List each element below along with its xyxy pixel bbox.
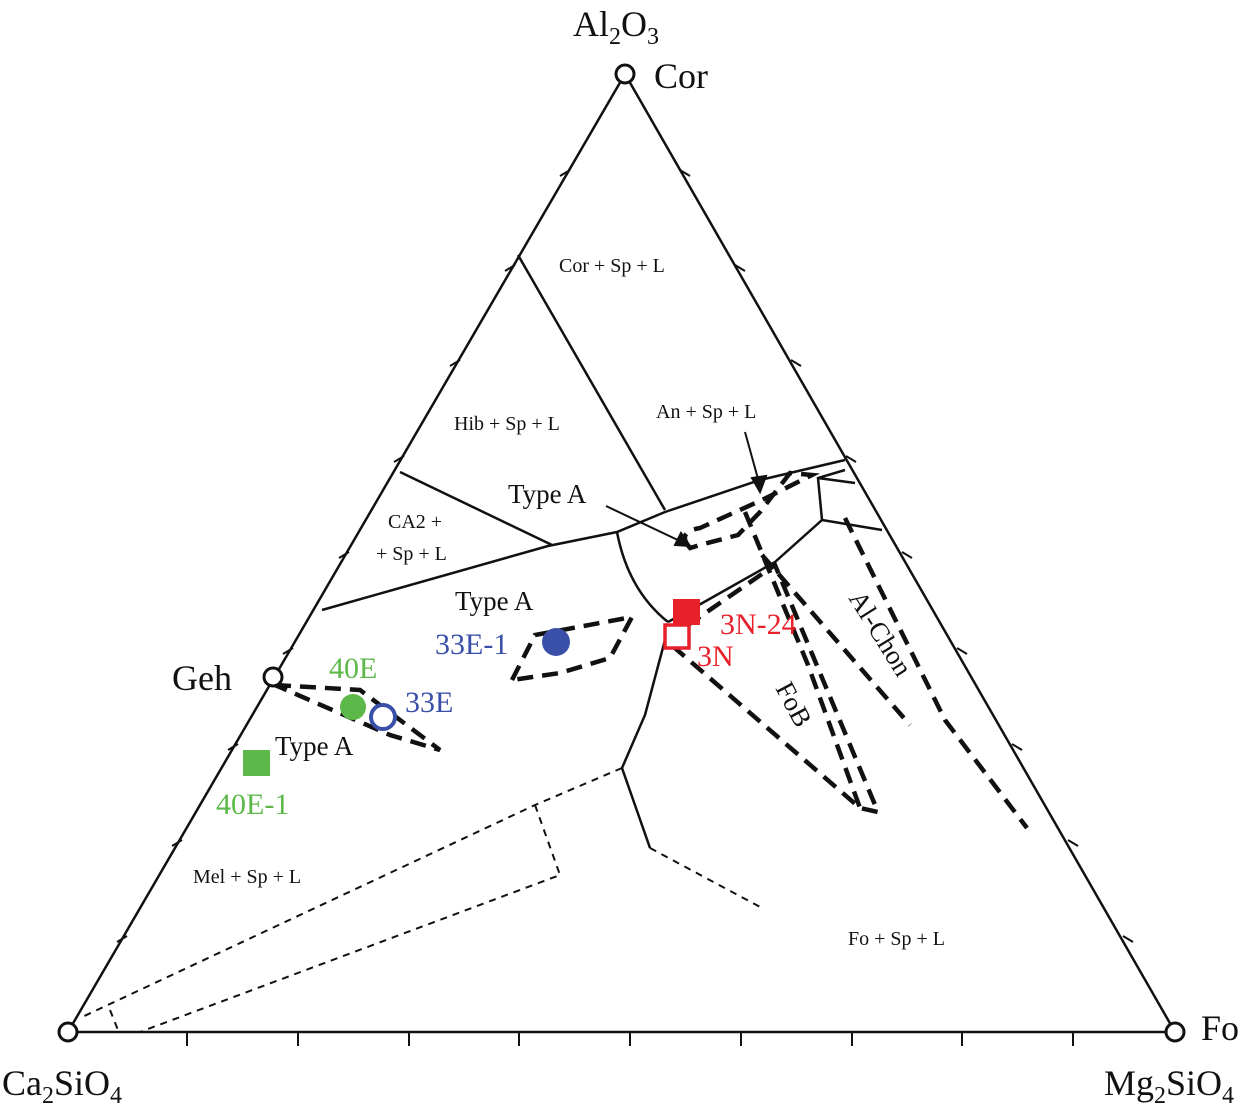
sample-3n-label: 3N	[697, 640, 734, 673]
sample-3n-marker	[663, 623, 691, 650]
type-a-mid-outline	[508, 613, 637, 683]
ca2sio4-apex-marker	[57, 1021, 79, 1043]
tick-marks	[116, 169, 1134, 1046]
sample-markers	[243, 599, 700, 776]
sample-33e-1-label: 33E-1	[435, 628, 508, 661]
field-ca2-line2: + Sp + L	[376, 543, 447, 565]
type-a-label-low: Type A	[275, 731, 354, 761]
geh-marker	[262, 666, 284, 688]
field-fo-sp-l: Fo + Sp + L	[848, 928, 945, 950]
sample-33e-1-marker	[542, 628, 570, 656]
sample-40e-marker	[340, 694, 366, 720]
cor-label: Cor	[654, 56, 708, 96]
sample-40e-1-label: 40E-1	[216, 788, 289, 821]
geh-label: Geh	[172, 658, 232, 698]
right-apex-formula: Mg2SiO4	[1104, 1063, 1234, 1109]
field-cor-sp-l: Cor + Sp + L	[559, 255, 665, 277]
arrows	[605, 431, 768, 548]
fob-outline	[664, 561, 882, 816]
fo-label: Fo	[1201, 1008, 1239, 1048]
sample-40e-label: 40E	[329, 652, 377, 685]
field-hib-sp-l: Hib + Sp + L	[454, 413, 560, 435]
sample-3n-24-marker	[673, 599, 700, 625]
apex-markers	[57, 63, 1186, 1043]
type-a-label-mid: Type A	[455, 586, 534, 616]
al-chon-inner	[760, 553, 912, 727]
type-a-label-upper: Type A	[508, 479, 587, 509]
cor-apex-marker	[614, 63, 636, 85]
sample-40e-1-marker	[243, 750, 270, 776]
field-an-sp-l: An + Sp + L	[656, 401, 756, 423]
dashed-boundaries	[79, 767, 763, 1033]
sample-33e-marker	[369, 703, 397, 731]
fob-label: FoB	[770, 677, 818, 732]
left-apex-formula: Ca2SiO4	[2, 1063, 122, 1109]
field-mel-sp-l: Mel + Sp + L	[193, 866, 301, 888]
field-ca2-line1: CA2 +	[388, 511, 442, 533]
al-chon-label: Al-Chon	[843, 585, 919, 681]
top-apex-formula: Al2O3	[573, 4, 659, 50]
sample-3n-24-label: 3N-24	[720, 608, 797, 641]
sample-33e-label: 33E	[405, 686, 453, 719]
al-chon-outline	[842, 517, 1029, 830]
region-outlines	[274, 470, 1029, 830]
fo-apex-marker	[1164, 1021, 1186, 1043]
